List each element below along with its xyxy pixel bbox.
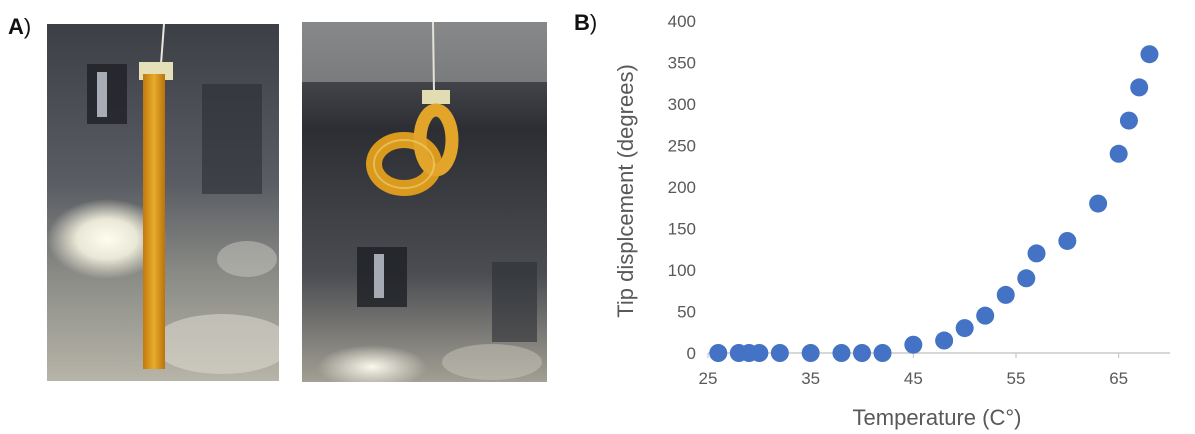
data-point <box>801 344 820 362</box>
panel-b-paren: ) <box>589 10 598 35</box>
photo-coiled-strip <box>302 22 547 382</box>
y-tick-label: 200 <box>668 178 696 197</box>
data-point <box>1027 244 1046 263</box>
data-point <box>1058 231 1077 250</box>
data-point <box>996 285 1015 304</box>
y-tick-label: 100 <box>668 261 696 280</box>
y-tick-label: 0 <box>687 344 696 363</box>
data-point <box>1130 78 1149 97</box>
x-axis-title: Temperature (C°) <box>853 405 1022 430</box>
data-point <box>832 344 851 362</box>
panel-a-label: A) <box>8 14 31 40</box>
data-point <box>1119 111 1138 130</box>
panel-a-paren: ) <box>23 14 32 39</box>
x-tick-label: 65 <box>1109 369 1128 388</box>
data-point <box>1017 269 1036 288</box>
y-tick-label: 300 <box>668 95 696 114</box>
x-tick-label: 35 <box>801 369 820 388</box>
data-point <box>976 306 995 325</box>
x-tick-label: 45 <box>904 369 923 388</box>
y-tick-label: 350 <box>668 54 696 73</box>
y-tick-label: 50 <box>677 303 696 322</box>
data-point <box>935 331 954 350</box>
y-tick-label: 250 <box>668 137 696 156</box>
data-point <box>1140 45 1159 64</box>
y-tick-label: 400 <box>668 12 696 31</box>
x-tick-label: 55 <box>1007 369 1026 388</box>
data-point <box>873 344 892 362</box>
photo-straight-strip <box>47 24 279 381</box>
data-point <box>1089 194 1108 213</box>
panel-a-letter: A <box>8 14 24 39</box>
panel-b-label: B) <box>574 10 597 36</box>
data-point <box>750 344 769 362</box>
data-point <box>955 319 974 338</box>
data-point <box>709 344 728 362</box>
data-point <box>853 344 871 362</box>
data-point <box>1109 144 1128 163</box>
coiled-strip-illustration <box>302 22 547 382</box>
data-point <box>770 344 789 362</box>
x-tick-label: 25 <box>699 369 718 388</box>
panel-b-letter: B <box>574 10 590 35</box>
straight-strip-illustration <box>47 24 279 381</box>
y-axis-title: Tip displcement (degrees) <box>613 64 638 318</box>
y-tick-label: 150 <box>668 220 696 239</box>
data-point <box>904 335 923 354</box>
scatter-chart: 25 35 45 55 65 0 50 100 150 200 250 300 350 400 Tempe… <box>613 12 1170 430</box>
